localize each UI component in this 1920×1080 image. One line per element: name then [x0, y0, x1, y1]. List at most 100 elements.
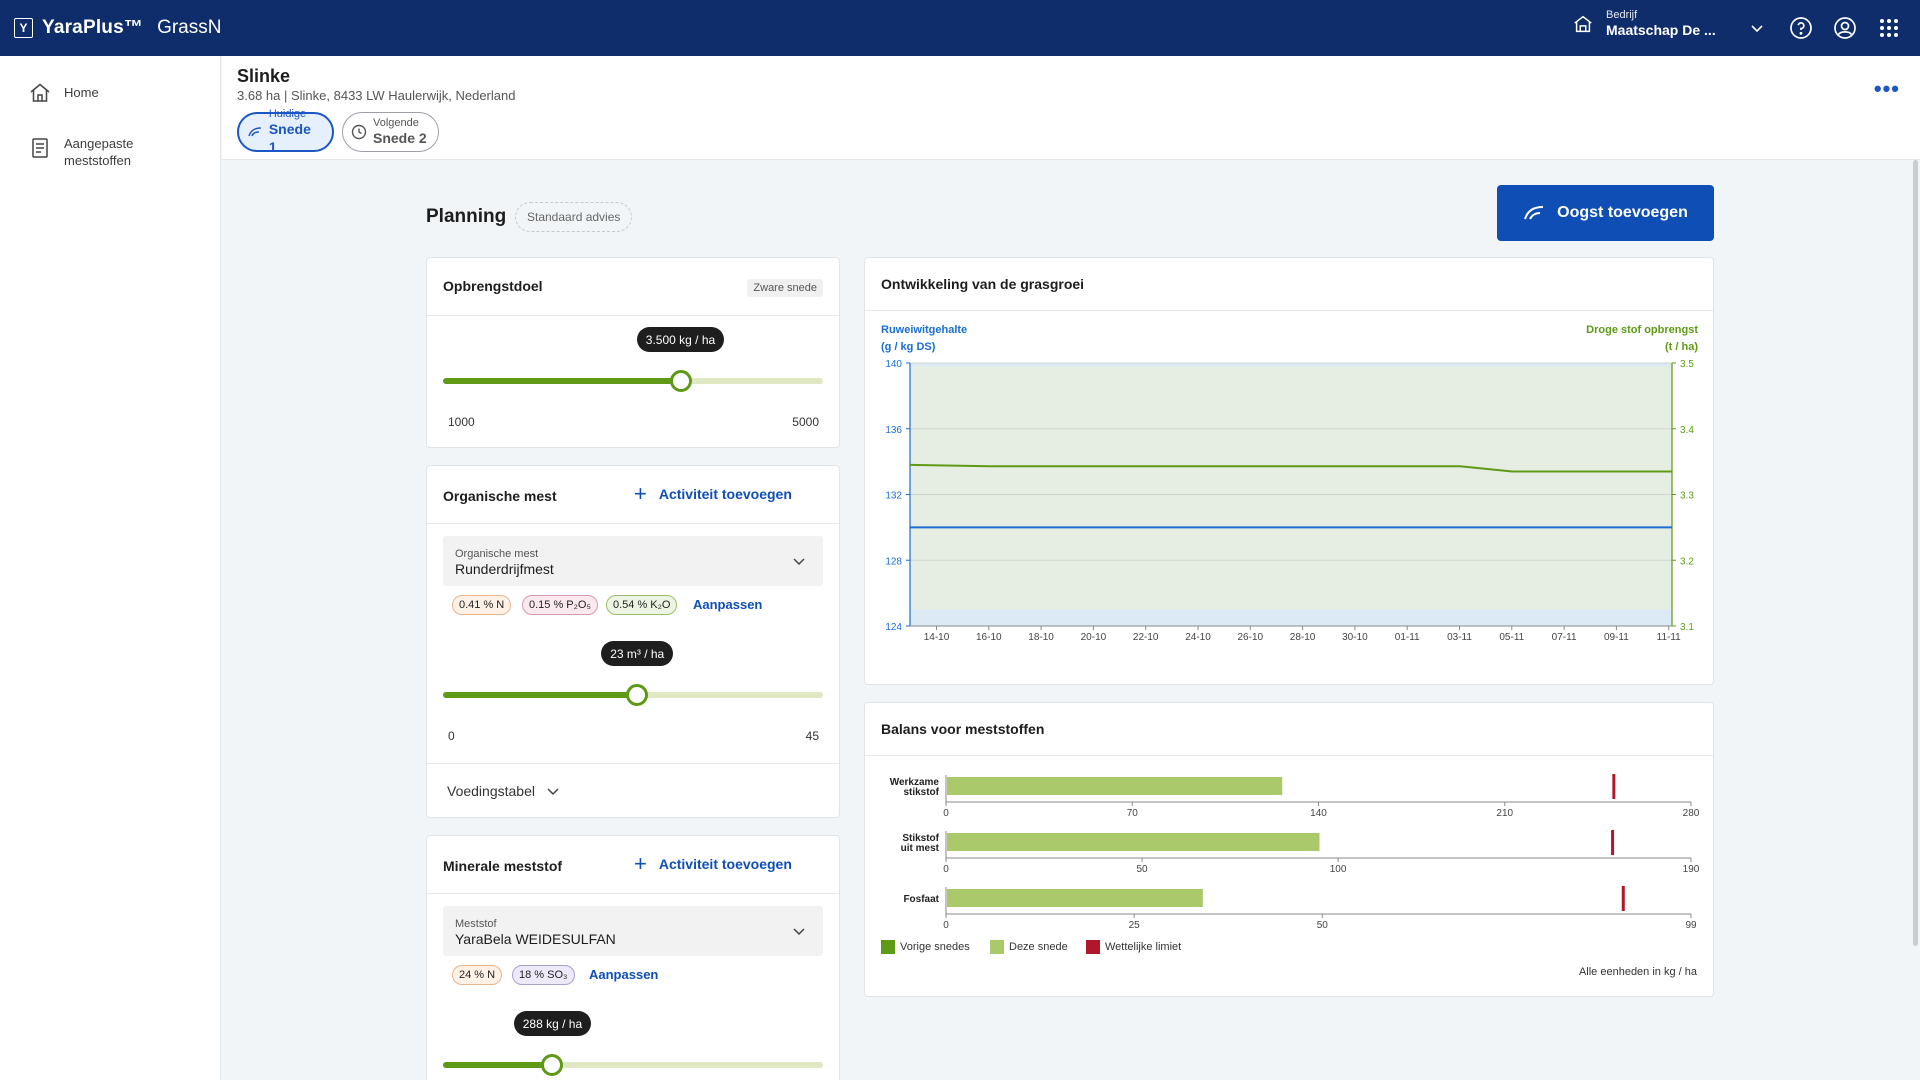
- nutrition-table-toggle[interactable]: Voedingstabel: [447, 783, 561, 799]
- bar-tick-label: 99: [1685, 920, 1697, 931]
- yield-goal-slider[interactable]: [443, 366, 823, 396]
- tab-next-cut[interactable]: Volgende Snede 2: [342, 112, 439, 152]
- bar-tick-label: 280: [1683, 808, 1700, 819]
- x-tick-label: 07-11: [1552, 632, 1577, 643]
- standard-advice-badge: Standaard advies: [515, 202, 633, 232]
- legend-previous-cuts: Vorige snedes: [881, 940, 970, 954]
- left-axis-label: Ruweiwitgehalte: [881, 324, 967, 336]
- legend-swatch: [881, 940, 895, 954]
- slider-thumb[interactable]: [541, 1054, 564, 1076]
- left-tick-label: 136: [885, 425, 902, 436]
- add-mineral-activity-button[interactable]: + Activiteit toevoegen: [634, 851, 792, 876]
- add-harvest-button[interactable]: Oogst toevoegen: [1497, 185, 1714, 241]
- right-axis-unit: (t / ha): [1665, 341, 1698, 353]
- legend-label: Wettelijke limiet: [1105, 941, 1182, 953]
- more-options-icon[interactable]: •••: [1873, 76, 1900, 101]
- cut-small-label: Volgende: [373, 117, 419, 129]
- right-tick-label: 3.5: [1680, 359, 1694, 370]
- sidebar-item-custom-fertilizers[interactable]: Aangepaste meststoffen: [0, 136, 133, 169]
- left-tick-label: 124: [885, 622, 902, 633]
- nitrogen-chip: 0.41 % N: [452, 595, 512, 615]
- brand[interactable]: Y YaraPlus™ GrassN: [14, 17, 221, 39]
- company-dropdown-chevron-icon[interactable]: [1744, 15, 1770, 41]
- sulphur-chip: 18 % SO₃: [512, 965, 575, 985]
- x-tick-label: 26-10: [1238, 632, 1264, 643]
- x-tick-label: 16-10: [976, 632, 1002, 643]
- slider-thumb[interactable]: [669, 370, 692, 392]
- slider-max-label: 45: [805, 729, 819, 743]
- mineral-fertilizer-title: Minerale meststof: [443, 858, 563, 874]
- legend-legal-limit: Wettelijke limiet: [1086, 940, 1181, 954]
- yield-goal-title: Opbrengstdoel: [443, 278, 543, 294]
- phosphate-chip: 0.15 % P₂O₅: [522, 595, 598, 615]
- balance-bar: [947, 777, 1283, 795]
- slider-min-label: 0: [448, 729, 455, 743]
- organic-manure-card: Organische mest + Activiteit toevoegen O…: [426, 465, 840, 818]
- legal-limit-marker: [1612, 774, 1616, 799]
- balance-bar: [947, 833, 1320, 851]
- bar-tick-label: 140: [1310, 808, 1327, 819]
- fertilizer-balance-title: Balans voor meststoffen: [881, 721, 1045, 737]
- select-value: Runderdrijfmest: [455, 561, 554, 577]
- sidebar-item-label: meststoffen: [64, 153, 131, 168]
- yara-logo-icon: Y: [14, 18, 33, 38]
- app-name: GrassN: [157, 17, 222, 38]
- add-organic-activity-button[interactable]: + Activiteit toevoegen: [634, 483, 792, 505]
- user-account-icon[interactable]: [1832, 15, 1858, 41]
- legal-limit-marker: [1611, 830, 1615, 855]
- help-icon[interactable]: [1788, 15, 1814, 41]
- yield-goal-value-tooltip: 3.500 kg / ha: [636, 327, 725, 352]
- x-tick-label: 03-11: [1447, 632, 1472, 643]
- tab-current-cut[interactable]: Huidige Snede 1: [237, 108, 334, 155]
- organic-amount-slider[interactable]: [443, 680, 823, 710]
- company-selector[interactable]: Bedrijf Maatschap De ...: [1572, 9, 1716, 38]
- x-tick-label: 24-10: [1185, 632, 1211, 643]
- bar-tick-label: 25: [1129, 920, 1141, 931]
- mineral-fertilizer-select[interactable]: Meststof YaraBela WEIDESULFAN: [443, 906, 823, 956]
- adjust-mineral-link[interactable]: Aanpassen: [589, 967, 659, 982]
- select-value: YaraBela WEIDESULFAN: [455, 931, 616, 947]
- x-tick-label: 14-10: [924, 632, 950, 643]
- left-axis-unit: (g / kg DS): [881, 341, 936, 353]
- right-tick-label: 3.3: [1680, 491, 1694, 502]
- left-tick-label: 128: [885, 556, 902, 567]
- app-grid-icon[interactable]: [1876, 15, 1902, 41]
- row-label: uit mest: [901, 843, 940, 854]
- x-tick-label: 05-11: [1499, 632, 1524, 643]
- band-area: [910, 366, 1672, 610]
- right-tick-label: 3.4: [1680, 425, 1694, 436]
- organic-manure-select[interactable]: Organische mest Runderdrijfmest: [443, 536, 823, 586]
- adjust-organic-link[interactable]: Aanpassen: [693, 597, 763, 612]
- bar-tick-label: 0: [943, 920, 949, 931]
- bar-tick-label: 50: [1136, 864, 1148, 875]
- x-tick-label: 30-10: [1342, 632, 1368, 643]
- legend-this-cut: Deze snede: [990, 940, 1068, 954]
- slider-thumb[interactable]: [626, 684, 649, 706]
- select-label: Meststof: [455, 918, 497, 930]
- x-tick-label: 09-11: [1604, 632, 1629, 643]
- mineral-fertilizer-card: Minerale meststof + Activiteit toevoegen…: [426, 835, 840, 1080]
- balance-bar: [947, 889, 1203, 907]
- sidebar-item-label: Aangepaste: [64, 136, 134, 151]
- bar-tick-label: 190: [1683, 864, 1700, 875]
- plus-icon: +: [634, 851, 647, 876]
- right-axis-label: Droge stof opbrengst: [1586, 324, 1698, 336]
- grass-growth-chart: Ruweiwitgehalte (g / kg DS) Droge stof o…: [881, 324, 1698, 643]
- add-activity-label: Activiteit toevoegen: [658, 486, 792, 502]
- legend-label: Deze snede: [1009, 941, 1068, 953]
- page-scrollbar[interactable]: [1913, 160, 1918, 946]
- legend-swatch: [1086, 940, 1100, 954]
- mineral-amount-slider[interactable]: [443, 1050, 823, 1080]
- sidebar-item-home[interactable]: Home: [0, 81, 99, 105]
- fertilizer-list-icon: [32, 138, 48, 158]
- grass-growth-title: Ontwikkeling van de grasgroei: [881, 276, 1085, 292]
- select-label: Organische mest: [455, 548, 539, 560]
- legend-swatch: [990, 940, 1004, 954]
- field-subtitle: 3.68 ha | Slinke, 8433 LW Haulerwijk, Ne…: [237, 88, 516, 103]
- nutrition-table-label: Voedingstabel: [447, 783, 535, 799]
- cut-small-label: Huidige: [268, 108, 307, 120]
- grass-growth-card: Ontwikkeling van de grasgroei Ruweiwitge…: [864, 257, 1714, 685]
- field-name: Slinke: [237, 66, 291, 86]
- chevron-down-icon: [793, 558, 805, 566]
- x-tick-label: 22-10: [1133, 632, 1159, 643]
